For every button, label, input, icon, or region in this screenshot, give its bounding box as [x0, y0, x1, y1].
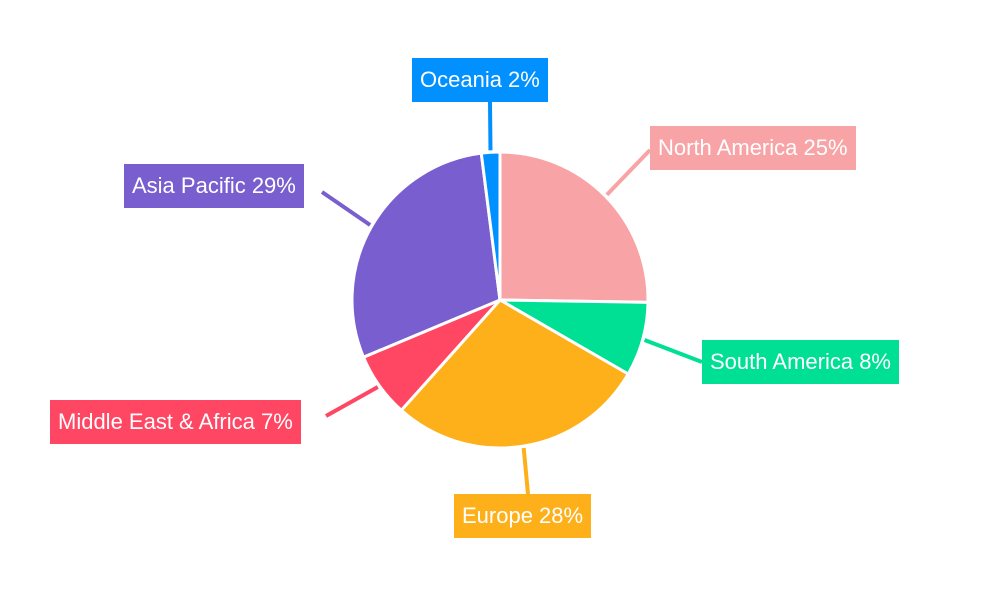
pie-slice-asia-pacific: [350, 151, 502, 359]
data-label: Middle East & Africa 7%: [50, 400, 301, 444]
leader-line: [320, 190, 372, 227]
leader-line: [605, 148, 652, 197]
data-label: Europe 28%: [454, 494, 592, 538]
pie-slice-north-america: [498, 150, 650, 304]
data-label: Oceania 2%: [412, 58, 548, 102]
leader-line: [521, 447, 530, 495]
data-label: South America 8%: [702, 340, 899, 384]
leader-line: [325, 385, 379, 418]
pie-slice-europe: [399, 298, 630, 450]
data-label: Asia Pacific 29%: [124, 164, 304, 208]
data-label: North America 25%: [650, 126, 856, 170]
pie-slice-oceania: [479, 150, 502, 302]
leader-line: [643, 338, 703, 364]
